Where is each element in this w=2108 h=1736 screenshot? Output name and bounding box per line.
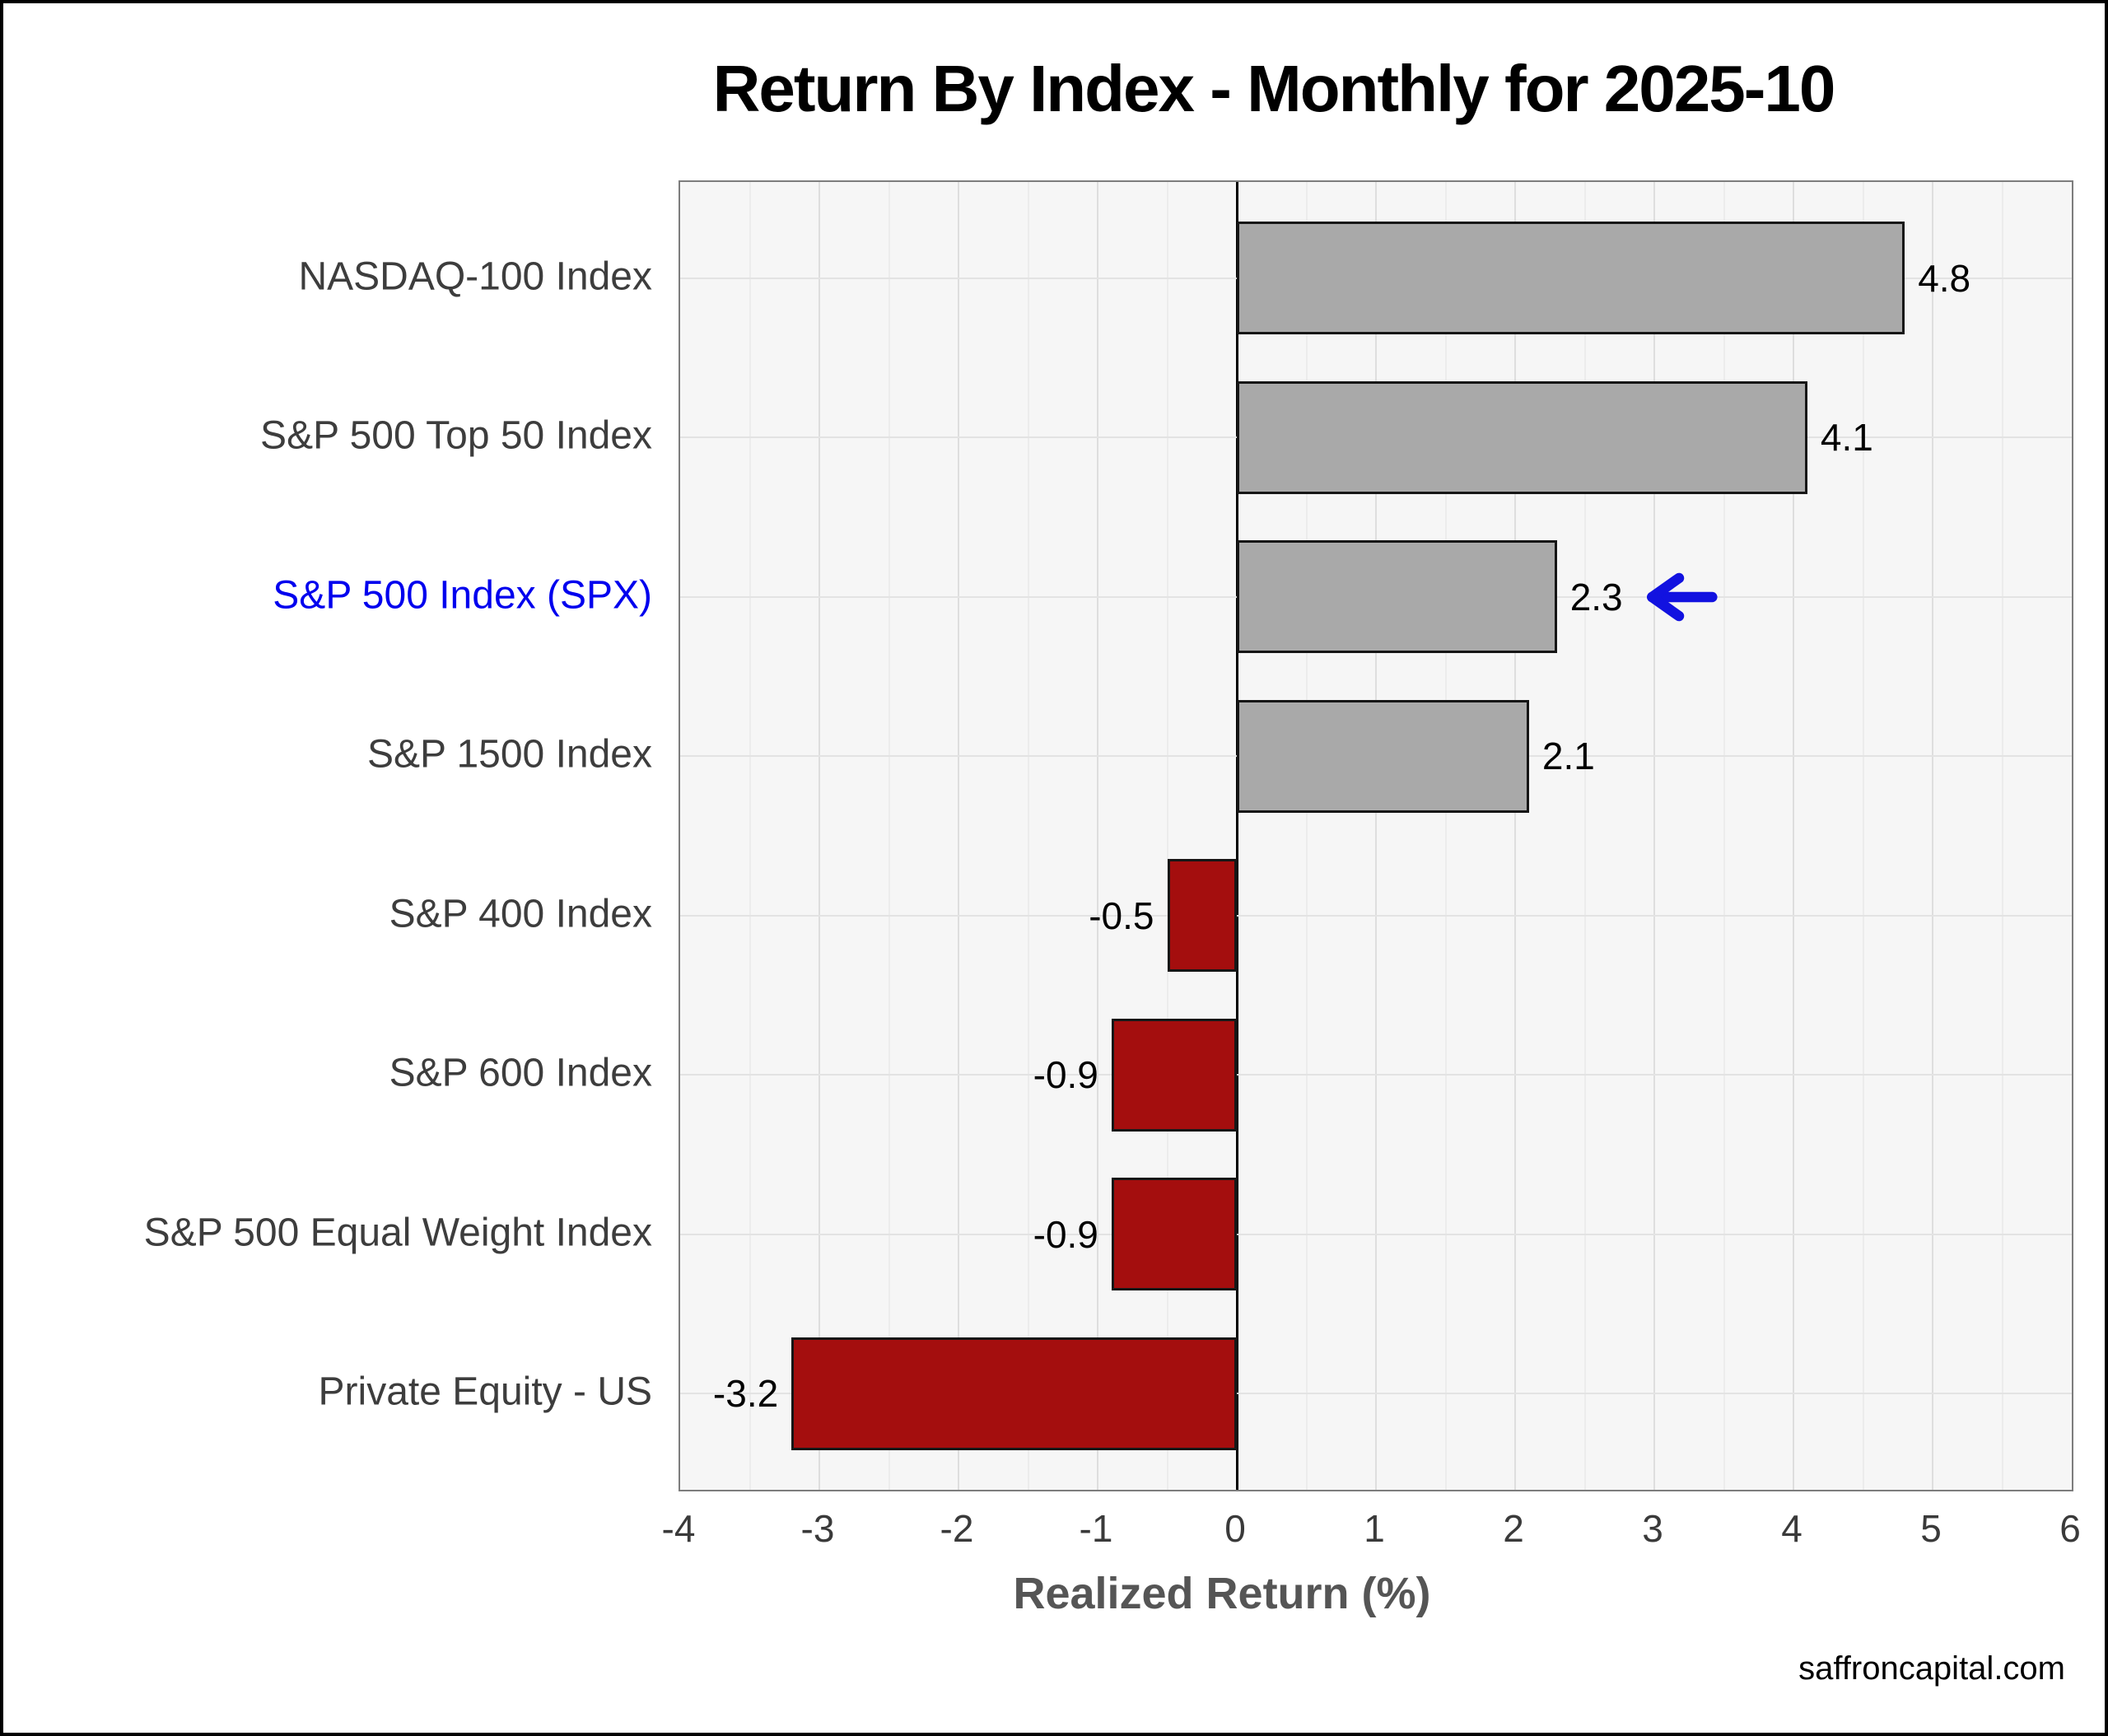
vertical-gridline [1027,182,1029,1490]
vertical-gridline [958,182,959,1490]
category-label-6: S&P 600 Index [389,1051,652,1095]
vertical-gridline [1862,182,1864,1490]
x-tick-label: 6 [2059,1507,2081,1550]
vertical-gridline [1097,182,1098,1490]
x-tick-label: 1 [1364,1507,1385,1550]
vertical-gridline [1932,182,1933,1490]
bar-value-label: 4.8 [1918,256,1971,300]
plot-area: 4.8 4.1 2.3 2.1 -0.5 -0.9 -0.9 -3.2 [679,180,2073,1491]
chart-title: Return By Index - Monthly for 2025-10 [712,52,1836,125]
bar-value-label: -0.9 [1033,1212,1098,1256]
bar-3 [1237,540,1557,654]
zero-axis-line [1236,182,1238,1490]
vertical-gridline [1444,182,1447,1490]
vertical-gridline [2001,182,2003,1490]
x-tick-label: -1 [1079,1507,1113,1550]
bar-value-label: -0.5 [1089,894,1154,937]
category-label-1: NASDAQ-100 Index [298,254,652,299]
vertical-gridline [1653,182,1655,1490]
category-label-5: S&P 400 Index [389,892,652,936]
bar-5 [1167,859,1237,973]
bar-value-label: -3.2 [712,1372,779,1416]
bar-value-label: -0.9 [1033,1053,1098,1097]
x-tick-label: -2 [940,1507,974,1550]
vertical-gridline [818,182,820,1490]
x-tick-label: 3 [1642,1507,1663,1550]
vertical-gridline [1514,182,1516,1490]
bar-8 [791,1337,1237,1450]
bar-2 [1237,380,1807,494]
bar-1 [1237,222,1905,335]
x-tick-label: 4 [1781,1507,1803,1550]
x-tick-label: -3 [800,1507,835,1550]
horizontal-gridline [680,1393,2072,1395]
footer-watermark: saffroncapital.com [1798,1650,2065,1687]
category-label-3: S&P 500 Index (SPX) [273,573,652,618]
bar-value-label: 4.1 [1820,416,1873,460]
vertical-gridline [1305,182,1308,1490]
vertical-gridline [1793,182,1794,1490]
x-tick-label: -4 [661,1507,696,1550]
vertical-gridline [888,182,890,1490]
x-tick-label: 5 [1920,1507,1942,1550]
horizontal-gridline [680,914,2072,917]
category-label-4: S&P 1500 Index [366,732,652,777]
category-label-8: Private Equity - US [318,1370,652,1414]
bar-6 [1111,1018,1237,1132]
horizontal-gridline [680,1074,2072,1076]
vertical-gridline [1723,182,1725,1490]
x-axis-label: Realized Return (%) [1013,1569,1431,1618]
vertical-gridline [1166,182,1168,1490]
vertical-gridline [1375,182,1377,1490]
x-tick-label: 2 [1503,1507,1524,1550]
category-label-2: S&P 500 Top 50 Index [260,413,652,458]
vertical-gridline [749,182,751,1490]
horizontal-gridline [680,1233,2072,1235]
bar-value-label: 2.3 [1569,575,1623,618]
bar-value-label: 2.1 [1541,735,1595,778]
vertical-gridline [1583,182,1586,1490]
highlight-left-arrow-icon [1646,572,1718,622]
x-tick-label: 0 [1224,1507,1246,1550]
bar-4 [1237,699,1529,813]
bar-7 [1111,1178,1237,1291]
category-label-7: S&P 500 Equal Weight Index [143,1211,652,1255]
